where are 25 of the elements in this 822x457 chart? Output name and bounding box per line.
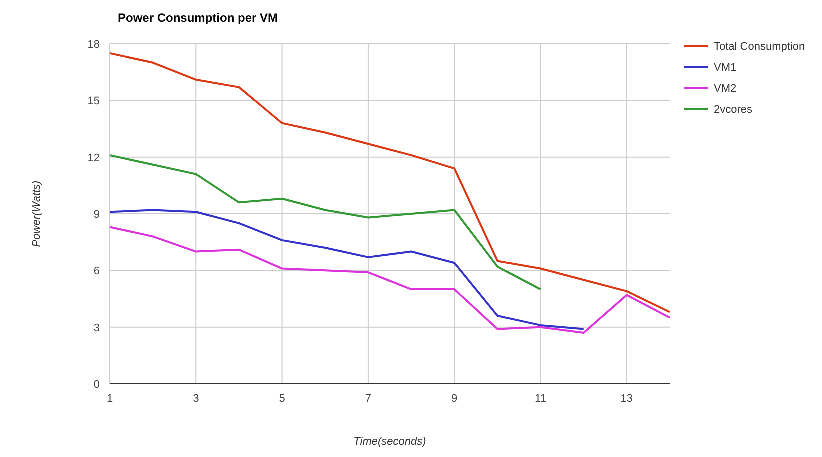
legend-label: VM1	[714, 62, 737, 74]
legend-label: 2vcores	[714, 104, 754, 116]
x-tick-label: 13	[620, 393, 634, 405]
x-axis-title: Time(seconds)	[354, 436, 427, 448]
line-series	[109, 209, 585, 330]
legend-label: Total Consumption	[714, 41, 806, 53]
x-tick-label: 11	[535, 393, 546, 405]
x-tick-label: 9	[452, 393, 458, 405]
x-tick-label: 5	[279, 393, 286, 405]
chart-title: Power Consumption per VM	[118, 11, 278, 25]
y-tick-label: 6	[94, 266, 100, 278]
line-series	[109, 154, 542, 291]
line-series	[109, 52, 671, 314]
y-axis-title: Power(Watts)	[31, 180, 43, 248]
line-series	[109, 226, 671, 334]
y-tick-label: 12	[88, 152, 100, 164]
y-tick-label: 9	[94, 209, 100, 221]
x-tick-label: 1	[106, 393, 114, 405]
y-tick-label: 3	[94, 322, 100, 334]
y-tick-label: 18	[88, 39, 100, 51]
x-tick-label: 7	[365, 393, 372, 405]
x-tick-label: 3	[193, 393, 200, 405]
y-tick-label: 15	[88, 96, 100, 108]
y-tick-label: 0	[94, 379, 100, 391]
legend-label: VM2	[714, 83, 737, 95]
